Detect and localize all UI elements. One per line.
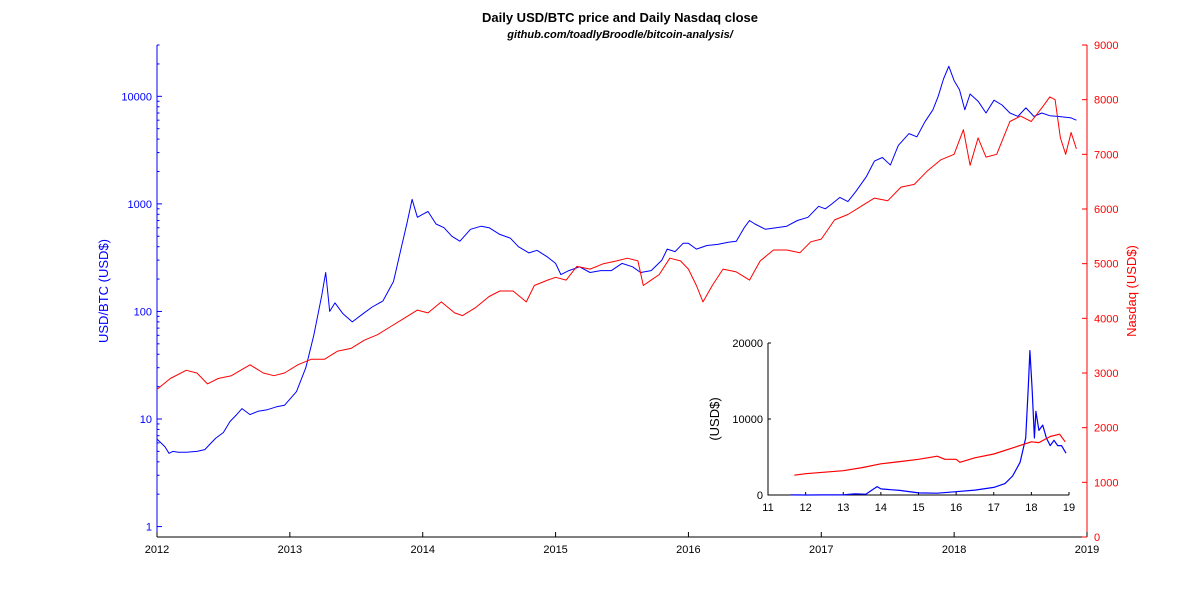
inset-x-tick-label: 19 [1063, 502, 1075, 514]
right-tick-label: 9000 [1094, 40, 1118, 52]
right-axis-label: Nasdaq (USD$) [1124, 245, 1139, 337]
right-tick-label: 2000 [1094, 423, 1118, 435]
x-tick-label: 2017 [809, 544, 833, 556]
x-tick-label: 2013 [278, 544, 302, 556]
inset-x-tick-label: 14 [875, 502, 887, 514]
inset-x-tick-label: 15 [912, 502, 924, 514]
right-tick-label: 3000 [1094, 368, 1118, 380]
left-tick-label: 10 [140, 414, 152, 426]
left-tick-label: 100 [134, 306, 152, 318]
inset-y-tick-label: 0 [757, 490, 763, 502]
right-tick-label: 8000 [1094, 95, 1118, 107]
inset-x-ticks: 11 12 13 14 15 16 17 18 19 [762, 492, 1075, 514]
nasdaq-close-line [156, 96, 1077, 390]
x-tick-label: 2012 [145, 544, 169, 556]
right-tick-label: 7000 [1094, 149, 1118, 161]
main-x-ticks: 2012 2013 2014 2015 2016 2017 2018 2019 [145, 532, 1099, 556]
x-tick-label: 2016 [676, 544, 700, 556]
main-series [156, 65, 1077, 454]
left-tick-label: 1 [146, 522, 152, 534]
chart-title: Daily USD/BTC price and Daily Nasdaq clo… [482, 10, 758, 25]
inset-x-tick-label: 16 [950, 502, 962, 514]
main-right-ticks: 0 1000 2000 3000 4000 5000 6000 7000 8000 9000 [1082, 40, 1118, 544]
right-tick-label: 6000 [1094, 204, 1118, 216]
main-left-ticks: 1 10 100 1000 10000 [121, 44, 162, 534]
x-tick-label: 2014 [410, 544, 434, 556]
left-tick-label: 10000 [121, 91, 152, 103]
right-tick-label: 1000 [1094, 477, 1118, 489]
inset-y-label: (USD$) [707, 397, 722, 440]
inset-x-tick-label: 13 [837, 502, 849, 514]
right-tick-label: 0 [1094, 532, 1100, 544]
x-tick-label: 2019 [1075, 544, 1099, 556]
x-tick-label: 2018 [942, 544, 966, 556]
inset-x-tick-label: 12 [800, 502, 812, 514]
inset-x-tick-label: 18 [1025, 502, 1037, 514]
btc-price-line [156, 65, 1077, 454]
chart-subtitle: github.com/toadlyBroodle/bitcoin-analysi… [506, 29, 734, 41]
right-tick-label: 4000 [1094, 313, 1118, 325]
inset-plot: 11 12 13 14 15 16 17 18 19 0 10000 20000 (USD$) [707, 338, 1075, 514]
left-tick-label: 1000 [128, 199, 152, 211]
inset-y-tick-label: 10000 [732, 414, 763, 426]
inset-background [768, 343, 1069, 495]
inset-nasdaq-line [794, 433, 1066, 476]
inset-y-tick-label: 20000 [732, 338, 763, 350]
inset-x-tick-label: 17 [988, 502, 1000, 514]
main-plot: 2012 2013 2014 2015 2016 2017 2018 2019 1101001… [96, 40, 1139, 556]
inset-series [790, 350, 1067, 496]
left-axis-label: USD/BTC (USD$) [96, 239, 111, 343]
inset-y-ticks: 0 10000 20000 [732, 338, 771, 502]
x-tick-label: 2015 [543, 544, 567, 556]
right-tick-label: 5000 [1094, 259, 1118, 271]
inset-x-tick-label: 11 [762, 502, 773, 514]
